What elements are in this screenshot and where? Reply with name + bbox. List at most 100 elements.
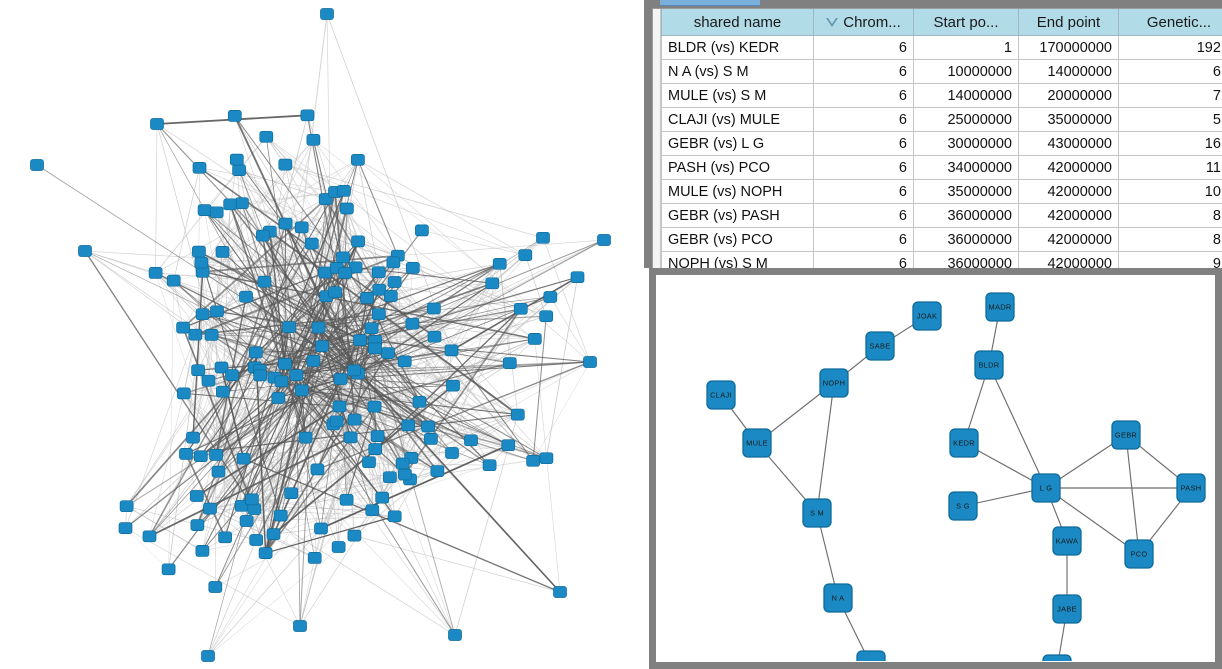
network-edge[interactable]: [168, 314, 203, 570]
network-node[interactable]: [383, 471, 397, 484]
network-edge[interactable]: [346, 208, 413, 324]
network-edge[interactable]: [207, 539, 257, 657]
node-shape[interactable]: [802, 498, 832, 528]
network-node[interactable]: [278, 158, 293, 171]
node-shape[interactable]: [985, 292, 1015, 322]
cell-shared-name[interactable]: GEBR (vs) L G: [661, 131, 814, 156]
network-edge[interactable]: [421, 230, 526, 256]
network-node[interactable]: [150, 118, 164, 130]
cell-chromosome[interactable]: 6: [813, 83, 914, 108]
network-node[interactable]: [218, 531, 232, 544]
network-node[interactable]: [387, 276, 402, 288]
network-node[interactable]: [179, 448, 193, 460]
network-edge[interactable]: [374, 348, 456, 636]
network-edge[interactable]: [280, 13, 328, 382]
subnetwork-edge[interactable]: [988, 364, 1047, 489]
network-edge[interactable]: [209, 508, 315, 559]
network-node[interactable]: [405, 262, 420, 274]
node-shape[interactable]: [948, 491, 978, 521]
network-edge[interactable]: [201, 262, 242, 506]
network-node[interactable]: [293, 620, 307, 632]
network-node[interactable]: [314, 522, 328, 535]
network-node[interactable]: [386, 256, 401, 269]
network-edge[interactable]: [265, 136, 303, 391]
full-network-canvas[interactable]: [0, 0, 648, 669]
cell-start-point[interactable]: 35000000: [913, 179, 1019, 204]
subnetwork-node[interactable]: MADR: [985, 292, 1015, 322]
network-node[interactable]: [339, 493, 354, 506]
network-node[interactable]: [188, 328, 203, 341]
network-node[interactable]: [215, 246, 230, 258]
network-edge[interactable]: [451, 350, 534, 462]
cell-shared-name[interactable]: GEBR (vs) PASH: [661, 203, 814, 228]
network-edge[interactable]: [317, 361, 591, 471]
network-node[interactable]: [320, 8, 334, 20]
network-node[interactable]: [142, 530, 157, 543]
network-edge[interactable]: [220, 367, 245, 459]
network-edge[interactable]: [201, 262, 217, 455]
network-node[interactable]: [210, 305, 224, 318]
network-node[interactable]: [337, 184, 351, 197]
cell-end-point[interactable]: 42000000: [1018, 155, 1119, 180]
network-edge[interactable]: [387, 237, 544, 354]
network-edge[interactable]: [200, 326, 290, 457]
network-node[interactable]: [284, 487, 299, 500]
network-node[interactable]: [371, 308, 386, 321]
network-edge[interactable]: [207, 469, 318, 657]
network-node[interactable]: [353, 334, 367, 346]
subnetwork-node[interactable]: NOPH: [819, 368, 849, 398]
network-edge[interactable]: [357, 239, 605, 374]
node-shape[interactable]: [1176, 473, 1206, 503]
cell-shared-name[interactable]: GEBR (vs) PCO: [661, 227, 814, 252]
node-shape[interactable]: [1052, 526, 1082, 556]
full-network-view[interactable]: [0, 0, 648, 669]
cell-genetic[interactable]: 16.9: [1118, 131, 1222, 156]
cell-start-point[interactable]: 25000000: [913, 107, 1019, 132]
network-node[interactable]: [427, 330, 442, 343]
network-node[interactable]: [229, 153, 244, 166]
network-node[interactable]: [347, 364, 361, 377]
network-node[interactable]: [513, 302, 528, 315]
network-edge[interactable]: [202, 313, 359, 375]
cell-genetic[interactable]: 192.0: [1118, 35, 1222, 60]
network-edge[interactable]: [202, 263, 500, 315]
network-edge[interactable]: [185, 453, 226, 538]
network-edge[interactable]: [339, 406, 490, 466]
subnetwork-node[interactable]: JOAK: [912, 301, 942, 331]
network-edge[interactable]: [192, 203, 243, 438]
network-node[interactable]: [166, 274, 181, 287]
network-node[interactable]: [464, 434, 478, 447]
network-edge[interactable]: [229, 204, 307, 438]
network-node[interactable]: [148, 267, 163, 279]
network-node[interactable]: [223, 198, 238, 211]
network-edge[interactable]: [284, 363, 456, 636]
network-node[interactable]: [401, 419, 416, 432]
network-node[interactable]: [395, 457, 410, 470]
network-node[interactable]: [328, 286, 342, 299]
network-edge[interactable]: [301, 255, 399, 391]
network-edge[interactable]: [201, 139, 314, 263]
network-node[interactable]: [381, 347, 395, 359]
network-node[interactable]: [225, 369, 239, 381]
cell-chromosome[interactable]: 6: [813, 203, 914, 228]
network-node[interactable]: [300, 109, 315, 122]
network-edge[interactable]: [454, 414, 519, 636]
network-edge[interactable]: [542, 237, 591, 363]
network-edge[interactable]: [534, 338, 561, 593]
network-edge[interactable]: [265, 406, 376, 554]
network-edge[interactable]: [545, 277, 578, 459]
network-node[interactable]: [387, 510, 402, 523]
network-edge[interactable]: [207, 535, 355, 657]
network-edge[interactable]: [215, 454, 315, 559]
network-edge[interactable]: [216, 212, 256, 368]
network-edge[interactable]: [204, 209, 359, 374]
subnetwork-node[interactable]: JABE: [1052, 594, 1082, 624]
network-node[interactable]: [214, 361, 229, 374]
cell-genetic[interactable]: 6.6: [1118, 59, 1222, 84]
network-node[interactable]: [482, 459, 497, 472]
network-node[interactable]: [553, 586, 567, 598]
network-node[interactable]: [332, 400, 347, 413]
network-edge[interactable]: [499, 263, 519, 415]
